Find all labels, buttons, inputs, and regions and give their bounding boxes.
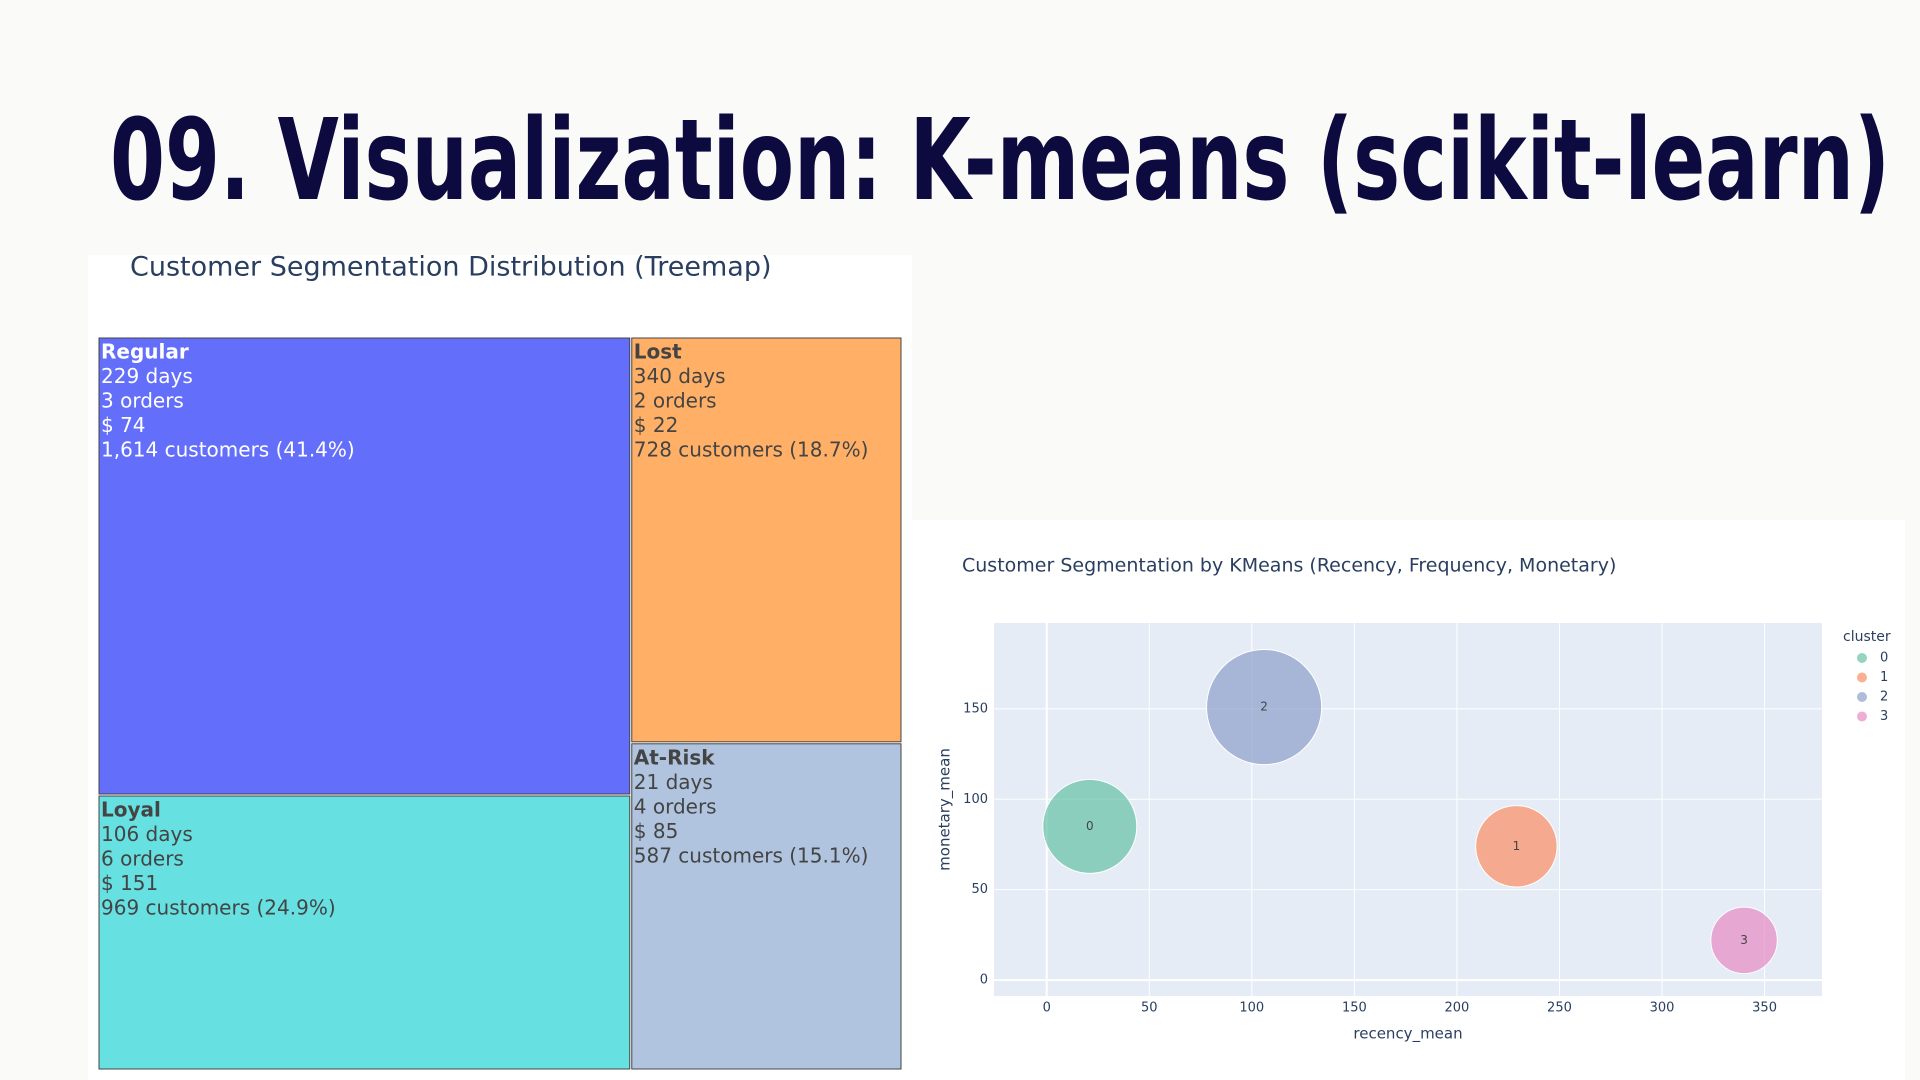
bubble	[1710, 906, 1778, 975]
tile-text: $ 85	[634, 819, 679, 843]
tile-text: 587 customers (15.1%)	[634, 843, 869, 867]
tile-text: 21 days	[634, 770, 713, 794]
bubble-label: 0	[1086, 819, 1094, 833]
y-tick-label: 100	[963, 792, 988, 807]
tile-text: 2 orders	[634, 389, 717, 413]
tile-text: 6 orders	[101, 847, 184, 871]
tile-text: 106 days	[101, 822, 193, 846]
tile-text: 3 orders	[101, 389, 184, 413]
tile-text: 969 customers (24.9%)	[101, 896, 336, 920]
legend-label: 2	[1880, 690, 1888, 705]
x-tick-label: 350	[1752, 1001, 1777, 1016]
scatter-title: Customer Segmentation by KMeans (Recency…	[962, 555, 1616, 577]
bubble	[1042, 778, 1138, 874]
tile-label: At-Risk	[634, 745, 716, 769]
tile-label: Regular	[101, 340, 189, 364]
x-tick-label: 250	[1547, 1001, 1572, 1016]
tile-text: $ 22	[634, 413, 679, 437]
bubble	[1475, 805, 1558, 888]
tile-label: Lost	[634, 340, 682, 364]
tile-label: Loyal	[101, 798, 161, 822]
x-tick-label: 100	[1239, 1001, 1264, 1016]
legend-marker	[1857, 711, 1867, 722]
tile-text: 4 orders	[634, 794, 717, 818]
legend-label: 0	[1880, 651, 1888, 666]
tile-text: 229 days	[101, 364, 193, 388]
treemap-tile	[631, 337, 902, 743]
legend-marker	[1857, 672, 1867, 683]
bubble-label: 1	[1513, 839, 1521, 853]
x-axis-title: recency_mean	[1353, 1025, 1462, 1044]
y-tick-label: 50	[971, 882, 988, 897]
bubble	[1206, 649, 1323, 766]
x-tick-label: 0	[1043, 1001, 1051, 1016]
treemap-tile	[631, 743, 902, 1070]
treemap-tile	[98, 795, 631, 1070]
y-tick-label: 0	[980, 973, 988, 988]
x-tick-label: 200	[1445, 1001, 1470, 1016]
tile-text: 1,614 customers (41.4%)	[101, 438, 355, 462]
bubble-label: 3	[1740, 933, 1748, 947]
legend-title: cluster	[1843, 629, 1891, 645]
tile-text: $ 74	[101, 413, 146, 437]
legend-marker	[1857, 692, 1867, 702]
y-tick-label: 150	[963, 701, 988, 716]
y-axis-title: monetary_mean	[936, 748, 955, 871]
tile-text: $ 151	[101, 871, 158, 895]
x-tick-label: 300	[1650, 1001, 1675, 1016]
treemap-title: Customer Segmentation Distribution (Tree…	[130, 252, 772, 283]
bubble-label: 2	[1260, 700, 1268, 714]
treemap-tile	[98, 337, 631, 795]
legend-label: 3	[1880, 709, 1888, 724]
tile-text: 728 customers (18.7%)	[634, 438, 869, 462]
legend-label: 1	[1880, 670, 1888, 685]
tile-text: 340 days	[634, 364, 726, 388]
x-tick-label: 150	[1342, 1001, 1367, 1016]
slide-title: 09. Visualization: K-means (scikit-learn…	[110, 96, 1890, 226]
legend-marker	[1857, 653, 1867, 663]
x-tick-label: 50	[1141, 1001, 1158, 1016]
